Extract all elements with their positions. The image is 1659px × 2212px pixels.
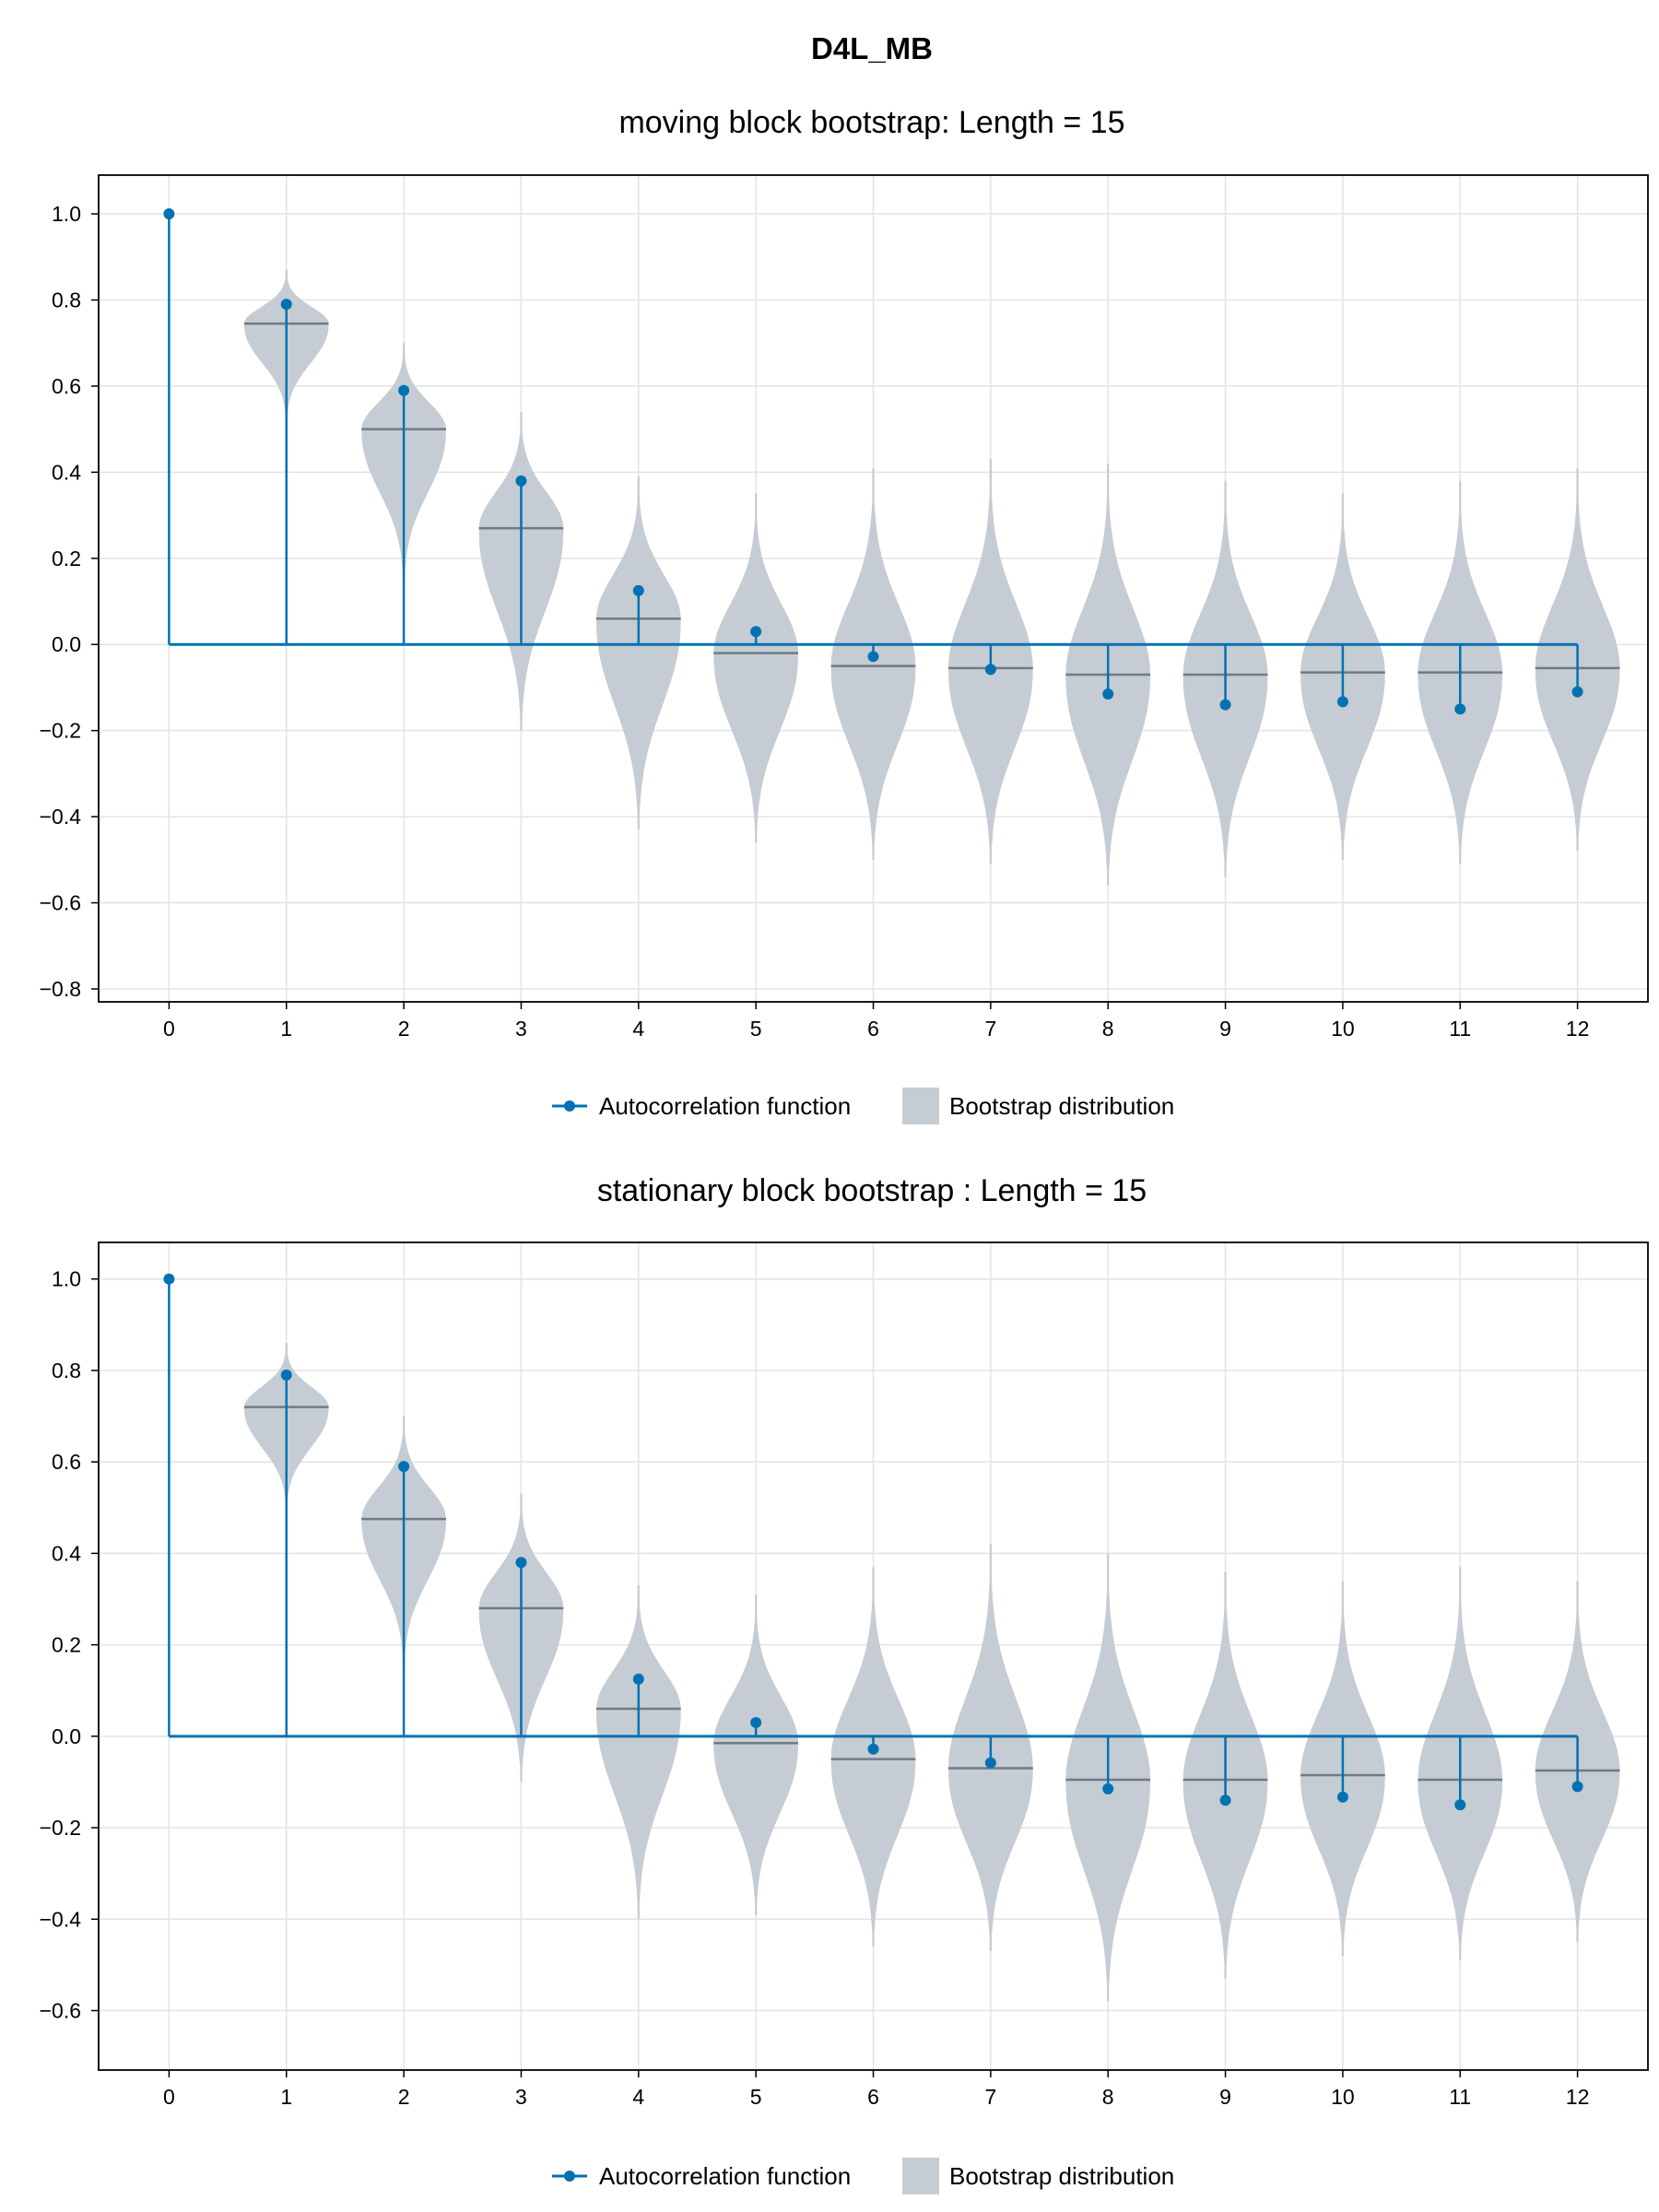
y-tick-label: 0.8 (52, 1359, 81, 1382)
y-tick-label: 0.8 (52, 288, 81, 312)
x-tick-label: 7 (984, 2085, 996, 2109)
acf-point (632, 584, 644, 596)
x-tick-label: 11 (1449, 2085, 1471, 2109)
acf-point (515, 475, 527, 487)
acf-point (280, 1369, 292, 1381)
acf-point (1454, 1799, 1466, 1811)
x-tick-label: 10 (1331, 1017, 1355, 1041)
bootstrap-violin (713, 1594, 798, 1915)
x-tick-label: 1 (280, 1017, 292, 1041)
acf-point (398, 1461, 410, 1473)
acf-point (750, 626, 762, 638)
bootstrap-violin (830, 1567, 916, 1947)
bootstrap-violin (596, 477, 681, 830)
chart-2-plot: 0 1 2 3 4 5 6 7 8 9 10 11 12−0.6−0.4−0.20.00.20.40.6… (40, 1241, 1649, 2109)
chart-1-legend: Autocorrelation function Bootstrap distr… (552, 1088, 1174, 1124)
acf-point (1571, 686, 1583, 698)
acf-point (984, 1757, 996, 1769)
chart-2-legend: Autocorrelation function Bootstrap distr… (552, 2158, 1174, 2194)
chart-1-plot: 0 1 2 3 4 5 6 7 8 9 10 11 12−0.8−0.6−0.4−0.20.00.20.… (40, 174, 1649, 1041)
legend-acf-label: Autocorrelation function (599, 2162, 851, 2190)
acf-point (867, 651, 879, 663)
y-tick-label: 0.6 (52, 1450, 81, 1474)
x-tick-label: 8 (1102, 2085, 1114, 2109)
legend-acf-marker (564, 1100, 575, 1112)
y-tick-label: −0.4 (40, 1907, 82, 1931)
y-tick-label: −0.2 (40, 719, 81, 743)
x-tick-label: 5 (750, 2085, 762, 2109)
bootstrap-violin (830, 467, 916, 860)
y-tick-label: 1.0 (52, 202, 81, 226)
acf-point (867, 1743, 879, 1755)
acf-point (163, 1273, 175, 1285)
x-tick-label: 9 (1219, 2085, 1231, 2109)
y-tick-label: 0.2 (52, 1633, 81, 1657)
x-tick-label: 10 (1331, 2085, 1355, 2109)
y-tick-label: −0.2 (40, 1816, 81, 1840)
x-tick-label: 6 (867, 1017, 879, 1041)
y-tick-label: −0.4 (40, 805, 82, 829)
x-tick-label: 12 (1566, 1017, 1590, 1041)
acf-point (632, 1673, 644, 1685)
y-tick-label: 0.0 (52, 632, 81, 656)
x-tick-label: 1 (280, 2085, 292, 2109)
legend-bootstrap-swatch (902, 2158, 939, 2194)
acf-point (163, 208, 175, 220)
acf-point (515, 1557, 527, 1569)
y-tick-label: −0.8 (40, 977, 81, 1001)
bootstrap-violin (713, 493, 798, 843)
acf-point (750, 1716, 762, 1728)
acf-point (1219, 1794, 1231, 1806)
acf-point (398, 384, 410, 396)
acf-point (280, 299, 292, 311)
y-tick-label: 1.0 (52, 1267, 81, 1291)
x-tick-label: 4 (632, 2085, 644, 2109)
y-tick-label: 0.4 (52, 460, 81, 484)
y-tick-label: 0.2 (52, 547, 81, 571)
y-tick-label: 0.4 (52, 1541, 81, 1565)
x-tick-label: 0 (163, 2085, 175, 2109)
figure-title: D4L_MB (811, 31, 933, 65)
acf-point (1336, 696, 1348, 708)
x-tick-label: 2 (398, 1017, 410, 1041)
acf-point (1219, 699, 1231, 711)
x-tick-label: 3 (515, 2085, 527, 2109)
legend-acf-label: Autocorrelation function (599, 1092, 851, 1120)
acf-point (1102, 688, 1114, 700)
x-tick-label: 11 (1449, 1017, 1471, 1041)
legend-bootstrap-label: Bootstrap distribution (949, 2162, 1174, 2190)
chart-2-title: stationary block bootstrap : Length = 15 (597, 1173, 1147, 1208)
legend-bootstrap-swatch (902, 1088, 939, 1124)
x-tick-label: 7 (984, 1017, 996, 1041)
x-tick-label: 4 (632, 1017, 644, 1041)
legend-acf-marker (564, 2171, 575, 2182)
x-tick-label: 3 (515, 1017, 527, 1041)
x-tick-label: 6 (867, 2085, 879, 2109)
x-tick-label: 9 (1219, 1017, 1231, 1041)
chart-1-title: moving block bootstrap: Length = 15 (618, 105, 1124, 140)
acf-point (1102, 1783, 1114, 1794)
y-tick-label: −0.6 (40, 1999, 81, 2023)
acf-point (1454, 703, 1466, 715)
x-tick-label: 0 (163, 1017, 175, 1041)
x-tick-label: 8 (1102, 1017, 1114, 1041)
legend-bootstrap-label: Bootstrap distribution (949, 1092, 1174, 1120)
x-tick-label: 12 (1566, 2085, 1590, 2109)
acf-point (1571, 1781, 1583, 1793)
y-tick-label: 0.6 (52, 374, 81, 398)
acf-point (1336, 1791, 1348, 1803)
x-tick-label: 5 (750, 1017, 762, 1041)
x-tick-label: 2 (398, 2085, 410, 2109)
acf-point (984, 664, 996, 676)
bootstrap-violin (596, 1585, 681, 1920)
y-tick-label: 0.0 (52, 1724, 81, 1748)
y-tick-label: −0.6 (40, 891, 81, 915)
